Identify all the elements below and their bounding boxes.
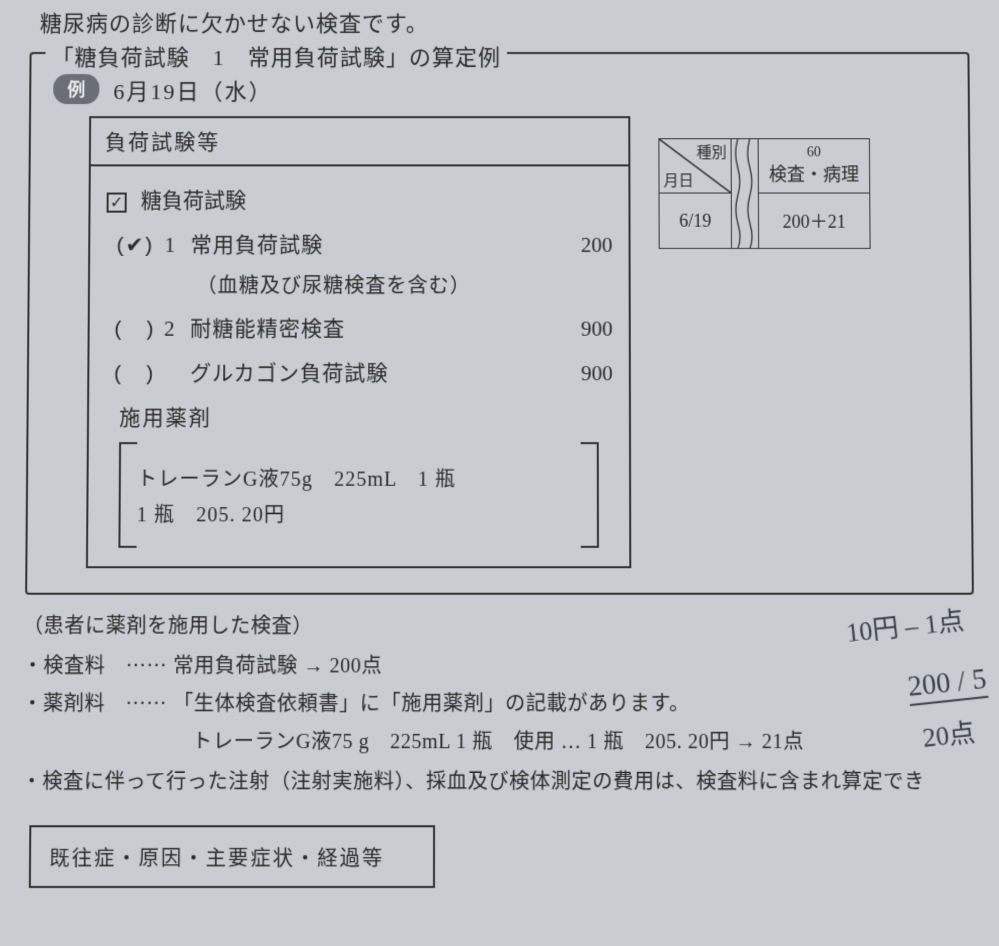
item-1-value: 200 — [542, 233, 612, 258]
example-title: 「糖負荷試験 1 常用負荷試験」の算定例 — [45, 40, 507, 72]
l1-dots: …… — [126, 649, 168, 679]
lower-notes: （患者に薬剤を施用した検査） ・検査料 …… 常用負荷試験 → 200点 ・薬剤… — [21, 609, 979, 888]
mini-col-header: 60 検査・病理 — [758, 139, 870, 193]
load-test-box: 負荷試験等 ✓ 糖負荷試験 (✔) 1 常用負荷試験 200 （血糖及び尿糖検査… — [86, 116, 631, 568]
item-2-number: 2 — [164, 317, 190, 342]
l2-subline: トレーランG液75 g 225mL 1 瓶 使用 … 1 瓶 205. 20円 … — [192, 725, 977, 755]
item-3-label: グルカゴン負荷試験 — [190, 357, 542, 387]
item-row-1: (✔) 1 常用負荷試験 200 — [106, 229, 612, 259]
l1-text: 常用負荷試験 → 200点 — [173, 649, 382, 679]
l2-label: ・薬剤料 — [22, 687, 119, 717]
mini-row-date: 6/19 — [659, 193, 731, 248]
drug-line-1: トレーランG液75g 225mL 1 瓶 — [137, 462, 581, 491]
checkbox-sugar-load-label: 糖負荷試験 — [141, 184, 247, 214]
item-1-number: 1 — [164, 233, 190, 258]
drug-section-label: 施用薬剤 — [119, 402, 613, 432]
footer-cell: 既往症・原因・主要症状・経過等 — [30, 826, 434, 887]
mini-diag-cell: 種別 月日 — [659, 139, 731, 193]
load-test-header: 負荷試験等 — [91, 118, 629, 166]
mini-col-label: 検査・病理 — [769, 161, 859, 187]
lower-line-2: ・薬剤料 …… 「生体検査依頼書」に「施用薬剤」の記載があります。 — [22, 687, 977, 717]
drug-line-2: 1 瓶 205. 20円 — [137, 498, 581, 528]
handwriting-2: 200 / 5 — [906, 663, 988, 704]
mini-row-value: 200＋21 — [758, 193, 870, 248]
item-2-label: 耐糖能精密検査 — [190, 313, 542, 343]
handwriting-3: 20点 — [920, 712, 977, 755]
item-2-value: 900 — [542, 317, 612, 342]
item-1-label: 常用負荷試験 — [191, 229, 543, 259]
footer-record-box: 既往症・原因・主要症状・経過等 — [29, 825, 435, 888]
mini-ledger-table: 種別 月日 60 検査・病理 — [658, 138, 870, 249]
example-date: 6月19日（水） — [113, 72, 272, 106]
drug-bracket-block: トレーランG液75g 225mL 1 瓶 1 瓶 205. 20円 — [118, 442, 599, 548]
item-row-2: ( ) 2 耐糖能精密検査 900 — [106, 313, 613, 343]
mini-diag-top: 種別 — [696, 141, 726, 162]
example-panel: 「糖負荷試験 1 常用負荷試験」の算定例 例 6月19日（水） 負荷試験等 ✓ … — [25, 52, 974, 595]
item-row-3: ( ) グルカゴン負荷試験 900 — [105, 357, 612, 387]
l2-dots: …… — [125, 687, 167, 717]
l2-text: 「生体検査依頼書」に「施用薬剤」の記載があります。 — [173, 687, 690, 717]
mini-wave-cell — [731, 139, 759, 249]
item-2-paren: ( ) — [106, 313, 165, 343]
lower-line-3: ・検査に伴って行った注射（注射実施料）、採血及び検体測定の費用は、検査料に含まれ… — [21, 765, 977, 795]
mini-col-small: 60 — [769, 145, 859, 160]
l1-label: ・検査料 — [22, 649, 119, 679]
lower-line-1: ・検査料 …… 常用負荷試験 → 200点 — [22, 649, 976, 679]
item-3-paren: ( ) — [105, 357, 164, 387]
example-badge: 例 — [53, 74, 99, 104]
checkbox-sugar-load: ✓ — [107, 193, 127, 213]
item-3-value: 900 — [542, 361, 612, 386]
lower-header: （患者に薬剤を施用した検査） — [23, 609, 977, 639]
item-1-paren: (✔) — [106, 233, 164, 258]
mini-diag-bottom: 月日 — [663, 169, 693, 190]
item-1-subnote: （血糖及び尿糖検査を含む） — [196, 269, 612, 298]
